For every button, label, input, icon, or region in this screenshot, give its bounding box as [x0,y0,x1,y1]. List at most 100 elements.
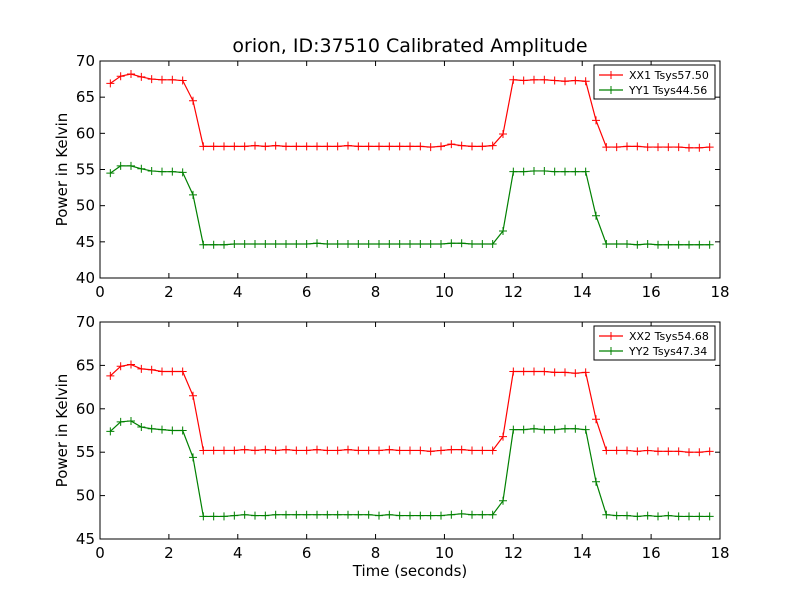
x-tick-label: 12 [504,544,523,562]
data-point [137,364,146,373]
data-point [447,140,456,149]
data-point [251,240,259,249]
data-point [240,510,249,519]
data-point [519,76,528,85]
data-point [478,142,487,151]
data-point [499,496,507,505]
data-point [251,141,259,150]
data-point [664,511,673,520]
series-line [109,363,710,453]
data-point [447,445,456,454]
data-point [602,446,611,455]
data-point [385,445,394,454]
data-point [199,512,208,521]
data-point [509,367,518,376]
legend-marker [607,332,615,340]
data-point [695,448,704,457]
data-point [168,167,177,176]
data-point [127,416,135,425]
data-point [468,240,476,249]
data-point [643,240,652,249]
data-point [674,447,683,456]
y-tick-label: 70 [76,52,95,70]
data-point [643,143,652,152]
data-point [457,141,466,150]
y-tick-label: 40 [76,269,95,287]
legend-label: XX1 Tsys57.50 [629,69,709,82]
y-tick-label: 55 [76,443,95,461]
data-point [137,72,146,81]
data-point [478,446,487,455]
data-point [623,446,631,455]
data-point [561,424,569,433]
x-tick-label: 18 [710,544,729,562]
data-point [426,240,435,249]
data-point [447,239,456,248]
legend-label: YY1 Tsys44.56 [628,84,707,97]
data-point [158,367,166,376]
data-point [271,446,280,455]
x-tick-label: 4 [233,544,243,562]
data-point [571,369,580,378]
data-point [685,512,693,521]
data-point [147,365,156,374]
x-tick-label: 2 [164,283,174,301]
bottom-panel: 0 2 4 6 8 10 12 14 16 18 45 50 55 60 65 70 Power in Kelv… [53,313,730,580]
y-tick-label: 65 [76,356,95,374]
data-point [612,240,621,249]
data-point [220,512,228,521]
legend: XX1 Tsys57.50 YY1 Tsys44.56 [593,64,716,100]
data-point [395,446,404,455]
data-point [468,510,476,519]
data-point [261,142,270,151]
data-point [581,77,590,86]
data-point [561,167,569,176]
x-axis-label: Time (seconds) [352,562,468,580]
data-point [416,142,425,151]
data-point [147,75,156,84]
data-point [437,511,445,520]
legend-box [593,64,716,100]
y-tick-label: 60 [76,400,95,418]
data-point [106,169,115,178]
data-point [530,75,538,84]
data-point [220,142,228,151]
data-point [333,142,342,151]
data-point [488,510,497,519]
data-point [695,240,704,249]
data-point [364,142,373,151]
data-point [561,77,569,86]
x-tick-label: 14 [573,544,592,562]
data-point [705,143,714,152]
data-point [116,417,125,426]
data-point [116,72,125,81]
data-point [540,367,549,376]
y-tick-label: 45 [76,530,95,548]
data-point [323,142,332,151]
data-point [530,166,538,175]
data-point [705,512,714,521]
chart-title: orion, ID:37510 Calibrated Amplitude [232,35,587,57]
data-point [426,511,435,520]
data-point [395,240,404,249]
data-point [116,161,125,170]
x-tick-label: 10 [435,544,454,562]
data-point [561,368,569,377]
data-point [282,240,290,249]
x-tick-label: 8 [371,544,381,562]
data-point [127,161,135,170]
data-point [395,142,404,151]
y-tick-label: 55 [76,161,95,179]
legend-label: XX2 Tsys54.68 [629,330,709,343]
legend: XX2 Tsys54.68 YY2 Tsys47.34 [593,325,716,361]
data-point [385,510,394,519]
data-point [478,510,487,519]
data-point [292,142,301,151]
data-point [623,511,631,520]
data-point [437,446,445,455]
x-tick-label: 4 [233,283,243,301]
data-point [168,75,177,84]
data-point [302,510,311,519]
data-point [375,446,383,455]
x-tick-label: 10 [435,283,454,301]
